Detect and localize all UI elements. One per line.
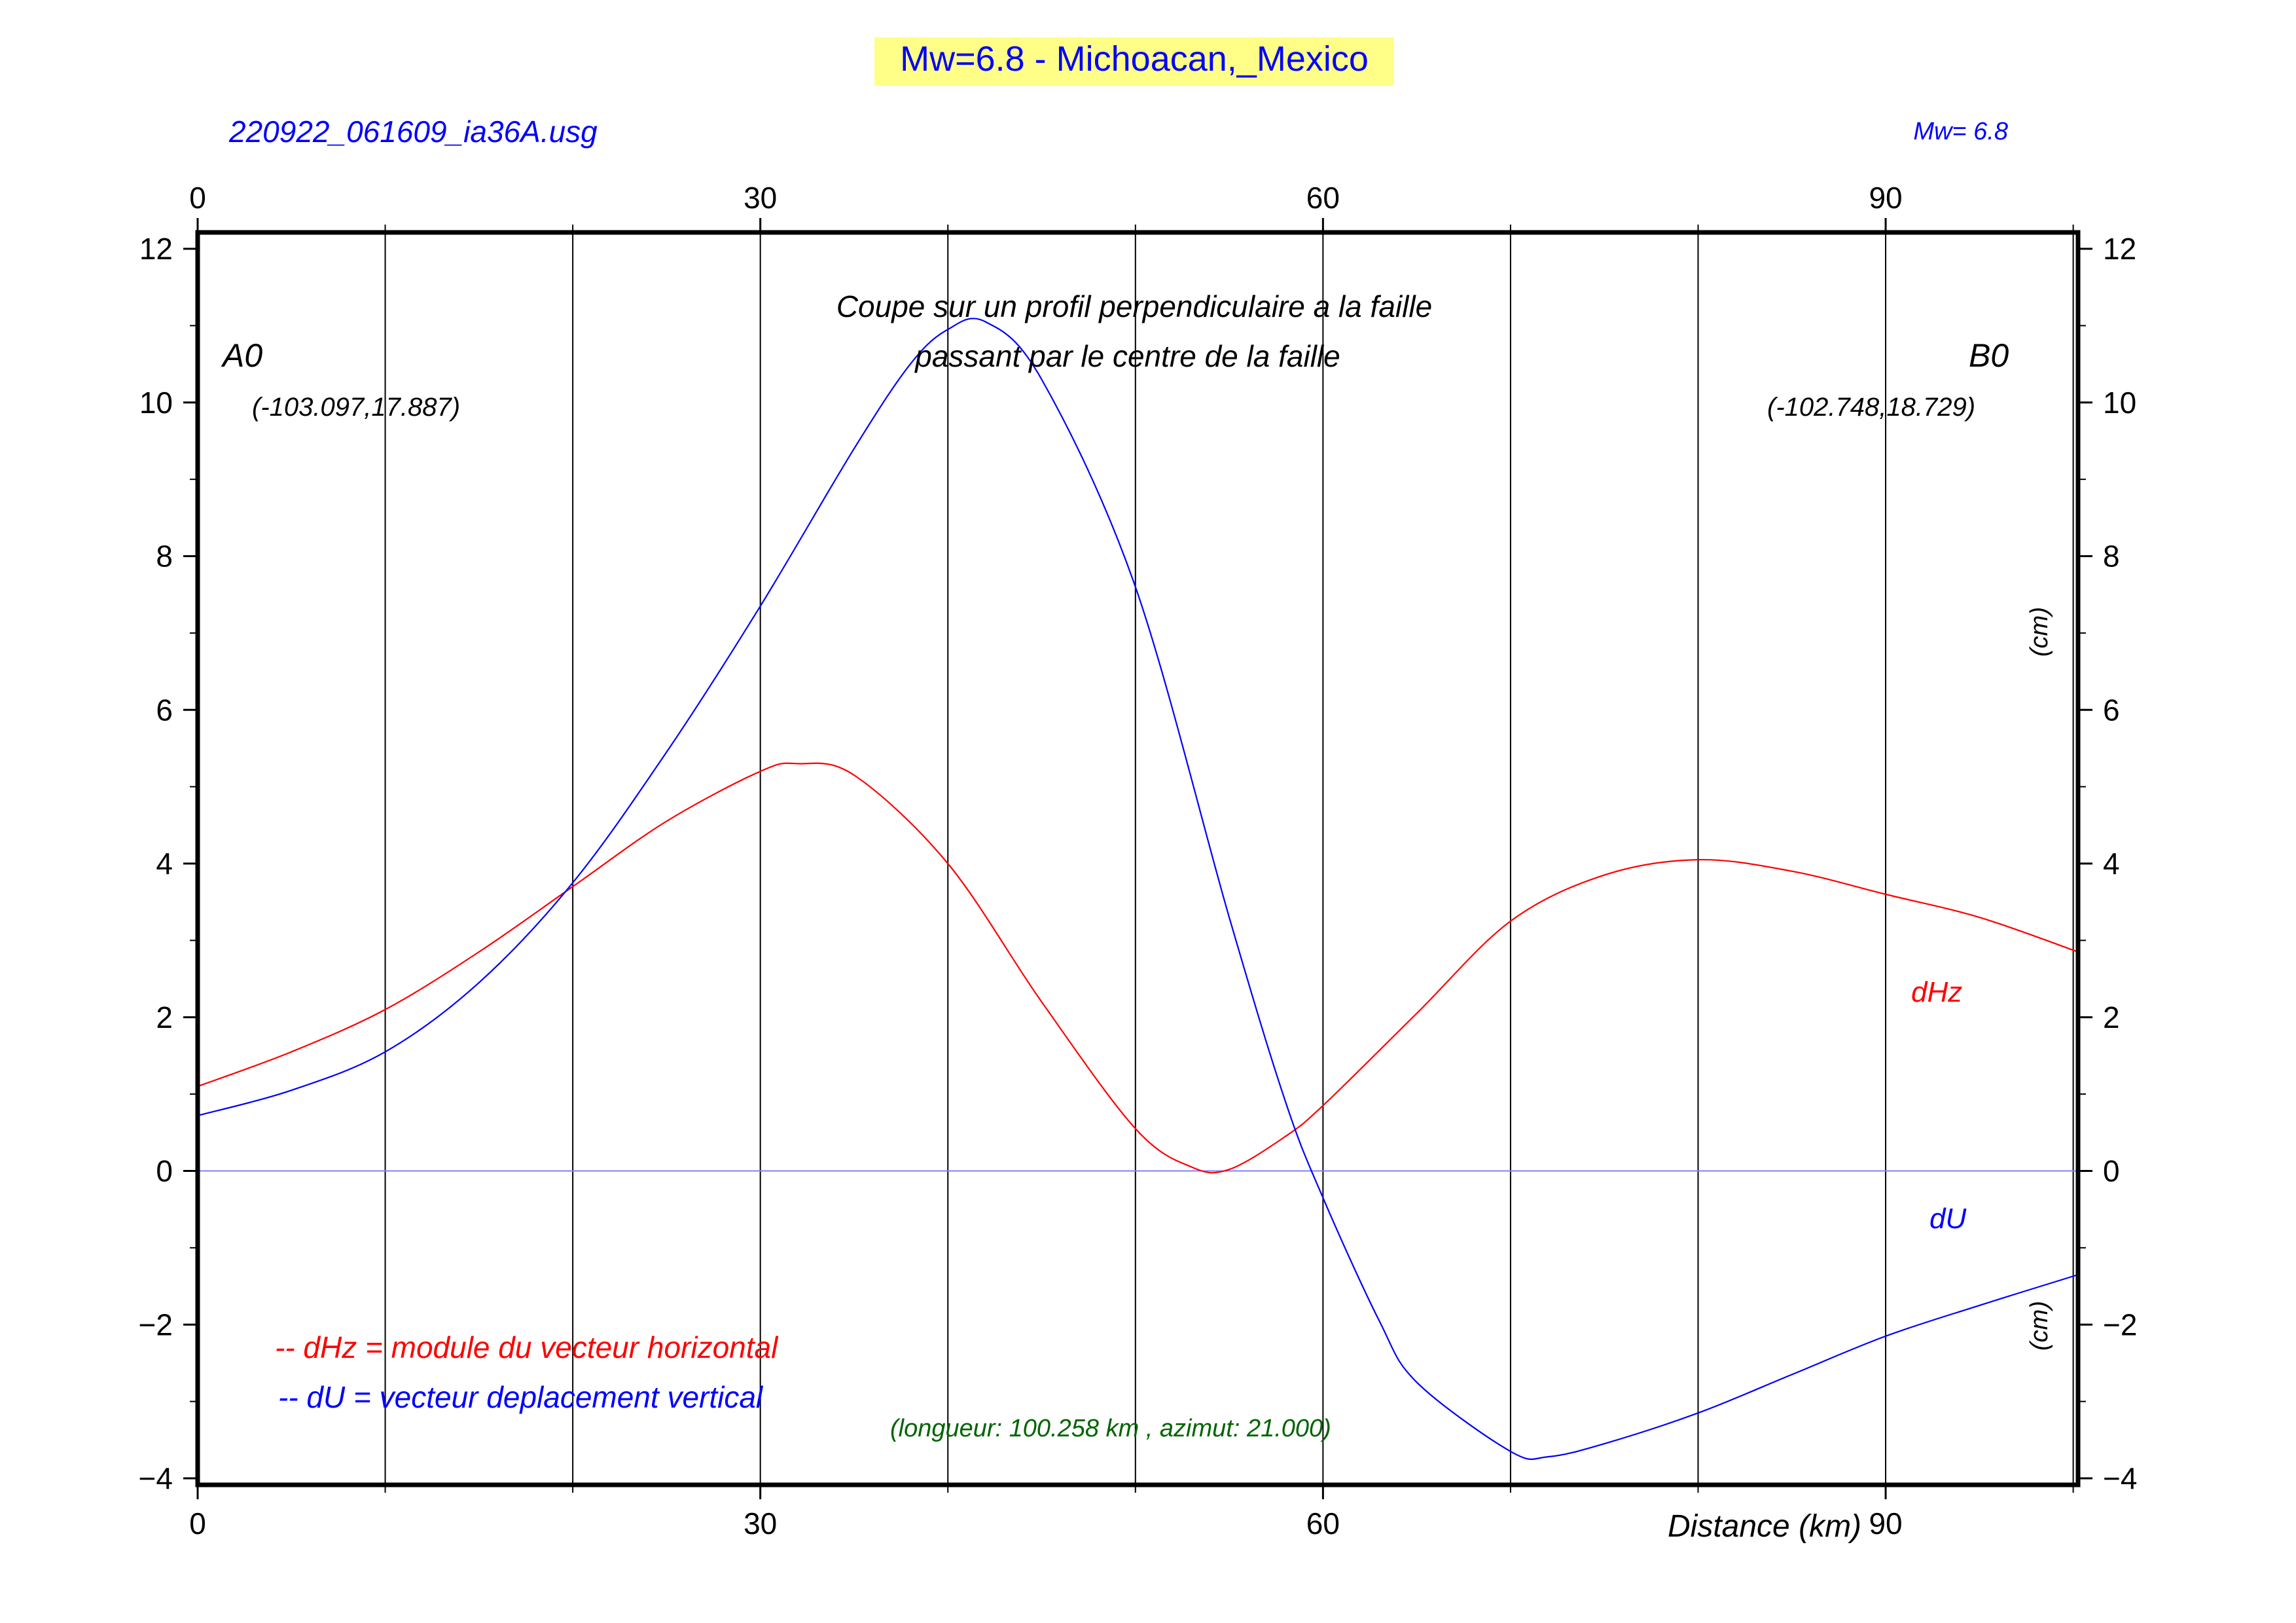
series-label-du: dU (1929, 1203, 1966, 1235)
y-tick-label-right: −4 (2103, 1461, 2137, 1495)
y-tick-label-right: 0 (2103, 1154, 2120, 1188)
file-label: 220922_061609_ia36A.usg (228, 115, 598, 149)
y-tick-label-right: 12 (2103, 232, 2136, 266)
legend-dhz: -- dHz = module du vecteur horizontal (275, 1330, 779, 1364)
point-b-coords: (-102.748,18.729) (1767, 393, 1975, 422)
y-tick-label-left: 4 (156, 847, 173, 881)
unit-label-lower: (cm) (2026, 1301, 2053, 1351)
chart-title: Mw=6.8 - Michoacan,_Mexico (900, 39, 1369, 79)
x-tick-label-bottom: 30 (744, 1506, 777, 1541)
y-tick-label-left: 0 (156, 1154, 173, 1188)
point-a-coords: (-103.097,17.887) (252, 393, 460, 422)
point-a-label: A0 (221, 337, 262, 374)
y-tick-label-right: 10 (2103, 386, 2136, 420)
series-layer (197, 318, 2079, 1460)
point-b-label: B0 (1969, 337, 2009, 374)
x-tick-label-bottom: 90 (1869, 1506, 1902, 1541)
plot-frame (195, 230, 2081, 1487)
profile-title-line1: Coupe sur un profil perpendiculaire a la… (836, 289, 1432, 323)
y-tick-label-right: −2 (2103, 1307, 2137, 1341)
x-tick-label-bottom: 60 (1306, 1506, 1340, 1541)
x-tick-label-top: 60 (1306, 181, 1340, 215)
y-tick-label-left: 6 (156, 693, 173, 727)
x-axis-title: Distance (km) (1668, 1509, 1861, 1544)
x-tick-label-bottom: 0 (189, 1506, 206, 1541)
y-tick-label-left: 12 (139, 232, 173, 266)
y-tick-label-right: 6 (2103, 693, 2120, 727)
y-tick-label-left: −4 (139, 1461, 173, 1495)
series-line-du (197, 318, 2079, 1460)
y-tick-label-left: 10 (139, 386, 173, 420)
y-tick-label-right: 2 (2103, 1000, 2120, 1034)
series-label-dhz: dHz (1911, 976, 1962, 1008)
profile-title-line2: passant par le centre de la faille (914, 339, 1340, 373)
x-tick-label-top: 0 (189, 181, 206, 215)
unit-label-upper: (cm) (2026, 607, 2053, 657)
y-tick-label-right: 8 (2103, 539, 2120, 574)
x-tick-label-top: 30 (744, 181, 777, 215)
axes: 0 0 30 30 60 60 90 90 −4 −4 −2 −2 0 0 2 2 4 4 6 6 8 8 10 10 12 12 (139, 181, 2138, 1541)
y-tick-label-left: 8 (156, 539, 173, 574)
y-tick-label-left: 2 (156, 1000, 173, 1034)
y-tick-label-left: −2 (139, 1307, 173, 1341)
mw-label: Mw= 6.8 (1913, 118, 2008, 145)
y-tick-label-right: 4 (2103, 847, 2120, 881)
title-highlight (874, 37, 1394, 86)
profile-info: (longueur: 100.258 km , azimut: 21.000) (890, 1415, 1331, 1442)
x-tick-label-top: 90 (1869, 181, 1902, 215)
legend-du: -- dU = vecteur deplacement vertical (278, 1380, 764, 1414)
series-line-dhz (197, 762, 2079, 1174)
